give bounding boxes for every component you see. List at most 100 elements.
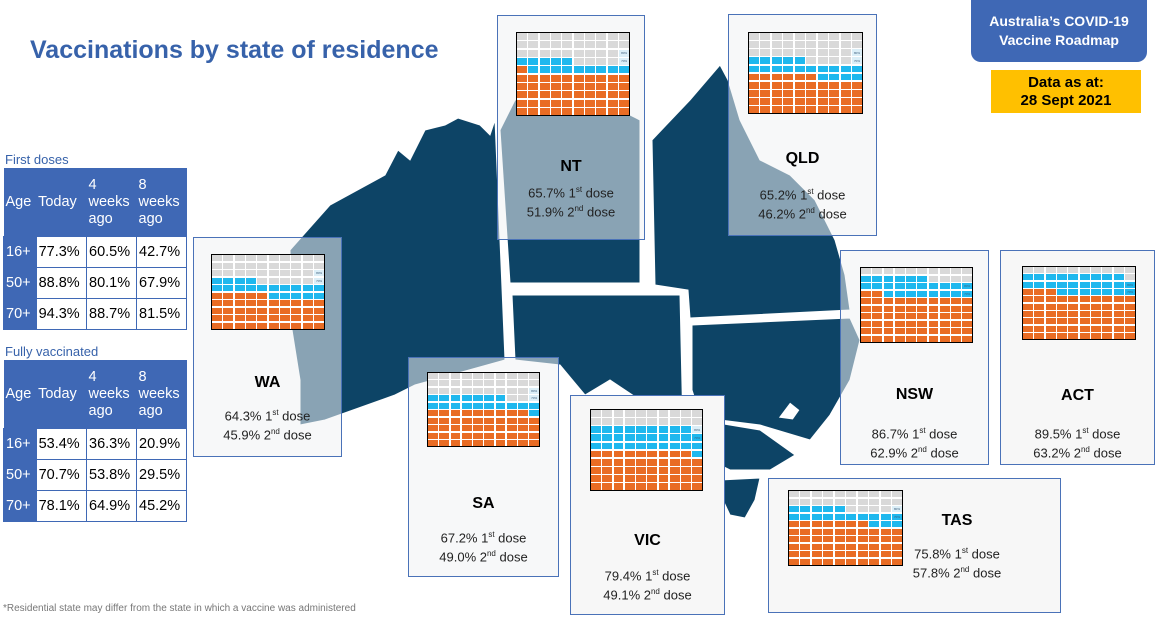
waffle-cell-first-dose [1023,281,1033,288]
waffle-cell-first-dose: 70% [1125,289,1135,295]
waffle-cell-second-dose [528,108,539,115]
waffle-cell-second-dose [450,432,461,439]
waffle-cell-second-dose [647,483,657,490]
waffle-cell-second-dose [883,335,894,342]
waffle-cell-first-dose [647,426,657,433]
waffle-cell-second-dose [428,417,438,424]
waffle-cell-second-dose [473,417,483,424]
waffle-cell-first-dose [834,506,845,513]
waffle-cell-first-dose [906,283,916,290]
waffle-cell-unvaccinated [794,33,805,40]
waffle-cell-second-dose [1057,303,1067,310]
waffle-cell-unvaccinated [811,491,822,498]
waffle-cell-second-dose [857,551,868,558]
waffle-cell-first-dose [794,57,805,65]
waffle-cell-second-dose [872,305,882,312]
waffle-cell-second-dose [1125,325,1135,332]
waffle-cell-second-dose [692,483,702,490]
state-name-nt: NT [560,158,582,175]
waffle-cell-second-dose [939,305,950,312]
waffle-cell-first-dose [894,283,905,290]
waffle-chart-act: 80% 70% [1022,266,1136,340]
waffle-cell-second-dose [624,467,635,474]
waffle-cell-second-dose [939,328,950,335]
waffle-cell-unvaccinated [760,41,771,48]
fully-vaccinated-table: Age Today 4 weeks ago 8 weeks ago 16+ 53… [3,360,187,522]
waffle-cell-second-dose [749,81,759,89]
waffle-cell-unvaccinated [257,270,268,277]
waffle-cell-second-dose [894,320,905,327]
waffle-cell-first-dose [268,292,279,299]
waffle-cell-second-dose [1023,333,1033,339]
waffle-cell-first-dose [892,521,902,528]
waffle-cell-second-dose [760,90,771,97]
waffle-cell-first-dose [817,73,828,81]
waffle-cell-second-dose [1034,303,1045,310]
waffle-cell-unvaccinated [517,33,527,40]
waffle-cell-first-dose [692,450,702,458]
waffle-cell-first-dose [518,402,528,409]
waffle-cell-first-dose [789,513,799,520]
waffle-cell-second-dose [302,322,313,329]
waffle-cell-second-dose [1057,296,1067,303]
waffle-cell-second-dose [906,328,916,335]
roadmap-badge: Australia’s COVID-19 Vaccine Roadmap [971,0,1147,62]
waffle-cell-second-dose [551,99,561,107]
waffle-cell-second-dose [869,543,880,550]
waffle-cell-unvaccinated [962,268,972,275]
waffle-cell-second-dose [794,106,805,113]
waffle-cell-first-dose [857,513,868,520]
value-cell: 53.8% [86,459,137,491]
waffle-cell-second-dose [749,90,759,97]
col-header-4wk: 4 weeks ago [86,168,137,237]
waffle-cell-second-dose [223,292,234,299]
waffle-cell-unvaccinated [658,418,669,425]
waffle-cell-second-dose [439,425,449,432]
waffle-cell-second-dose [800,521,811,528]
waffle-cell-unvaccinated [291,262,302,269]
waffle-cell-unvaccinated [607,33,618,40]
waffle-cell-unvaccinated [291,255,302,262]
waffle-cell-second-dose [894,335,905,342]
waffle-cell-first-dose [869,521,880,528]
dose-label-first: 65.7% 1st dose [528,185,614,201]
waffle-cell-second-dose [506,432,517,439]
waffle-cell-first-dose [619,66,629,74]
waffle-cell-unvaccinated [473,380,483,387]
waffle-cell-first-dose [1102,274,1113,281]
waffle-cell-unvaccinated [852,33,862,40]
table-row: 16+ 53.4% 36.3% 20.9% [3,428,187,460]
waffle-cell-unvaccinated [619,41,629,49]
waffle-cell-unvaccinated [280,262,290,269]
waffle-cell-second-dose [636,450,646,458]
waffle-cell-first-dose [783,65,794,73]
waffle-cell-second-dose [783,98,794,105]
waffle-cell-unvaccinated [551,41,561,49]
waffle-cell-second-dose [658,467,669,474]
waffle-cell-second-dose [669,458,680,466]
waffle-cell-unvaccinated [562,41,573,49]
waffle-cell-second-dose [823,521,834,528]
waffle-cell-unvaccinated [573,49,584,57]
value-cell: 80.1% [86,267,137,299]
waffle-cell-unvaccinated [291,277,302,284]
waffle-cell-first-dose [212,277,222,284]
age-cell: 16+ [3,236,37,268]
waffle-cell-first-dose [234,285,245,292]
waffle-cell-second-dose [760,106,771,113]
waffle-cell-unvaccinated [506,395,517,402]
waffle-cell-first-dose [529,410,539,417]
waffle-cell-first-dose [291,285,302,292]
waffle-cell-unvaccinated [806,41,817,48]
waffle-cell-second-dose [1057,325,1067,332]
value-cell: 29.5% [136,459,187,491]
waffle-cell-unvaccinated [669,410,680,417]
waffle-cell-second-dose [528,99,539,107]
col-header-8wk: 8 weeks ago [136,168,187,237]
waffle-cell-first-dose [872,283,882,290]
waffle-cell-unvaccinated [302,262,313,269]
waffle-cell-marker: 80% [619,49,629,57]
value-cell: 45.2% [136,490,187,522]
waffle-cell-first-dose [1057,281,1067,288]
waffle-cell-second-dose [669,467,680,474]
